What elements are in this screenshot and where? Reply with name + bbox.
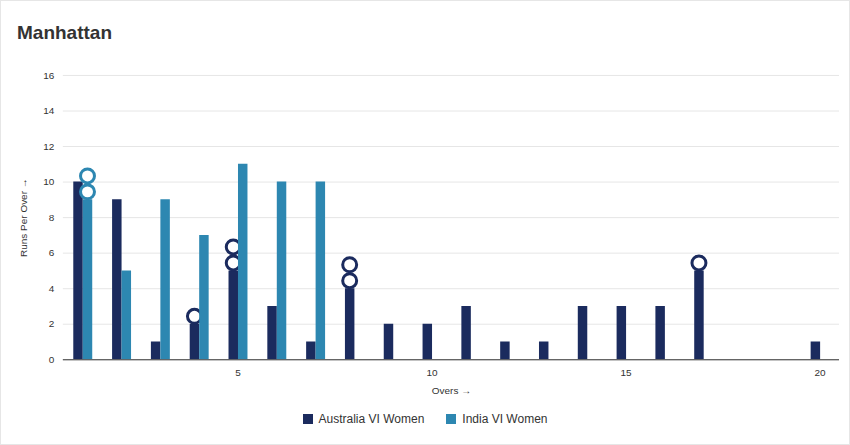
html-text:Manhattan: Manhattan	[17, 22, 112, 43]
svg-text:12: 12	[43, 141, 55, 152]
svg-text:10: 10	[43, 176, 55, 187]
svg-text:16: 16	[43, 70, 55, 81]
svg-text:Overs →: Overs →	[432, 385, 471, 396]
svg-text:2: 2	[49, 318, 55, 329]
svg-text:8: 8	[49, 212, 55, 223]
svg-text:4: 4	[49, 283, 55, 294]
svg-text:10: 10	[426, 367, 438, 378]
svg-text:0: 0	[49, 354, 55, 365]
svg-text:15: 15	[621, 367, 633, 378]
svg-text:Runs Per Over →: Runs Per Over →	[18, 178, 29, 257]
svg-text:14: 14	[43, 105, 55, 116]
svg-text:6: 6	[49, 247, 55, 258]
svg-text:5: 5	[235, 367, 241, 378]
html-text:Australia VI Women: Australia VI Women	[318, 412, 425, 426]
svg-text:20: 20	[815, 367, 827, 378]
html-text:India VI Women: India VI Women	[462, 412, 548, 426]
